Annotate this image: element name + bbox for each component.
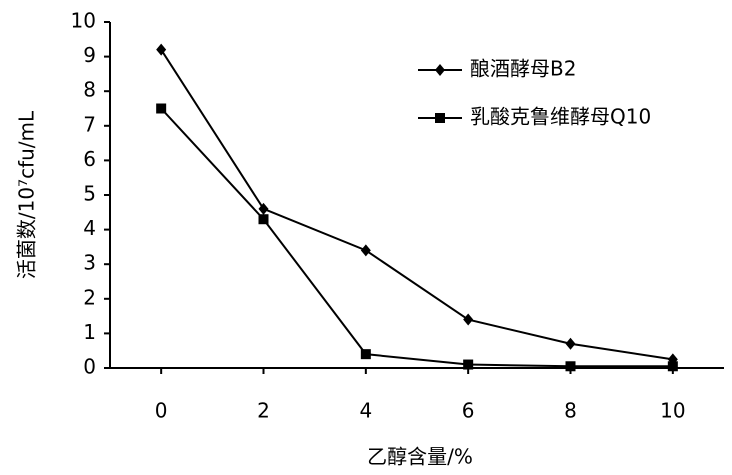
legend-marker <box>435 113 445 123</box>
marker <box>463 359 474 370</box>
marker <box>360 244 371 257</box>
x-tick-label: 8 <box>564 399 577 423</box>
marker <box>360 349 371 360</box>
marker <box>258 214 269 225</box>
marker <box>565 361 576 372</box>
marker <box>565 337 576 350</box>
y-tick-label: 9 <box>83 43 96 67</box>
marker <box>156 43 167 56</box>
marker <box>463 313 474 326</box>
y-tick-label: 0 <box>83 355 96 379</box>
x-tick-label: 4 <box>359 399 372 423</box>
y-tick-label: 2 <box>83 285 96 309</box>
series-line <box>160 107 673 368</box>
y-axis-label: 活菌数/10⁷cfu/mL <box>15 110 39 279</box>
x-tick-label: 6 <box>462 399 475 423</box>
legend-label: 酿酒酵母B2 <box>470 57 576 81</box>
y-tick-label: 1 <box>83 320 96 344</box>
y-tick-label: 3 <box>83 251 96 275</box>
y-tick-label: 5 <box>83 182 96 206</box>
legend-label: 乳酸克鲁维酵母Q10 <box>470 105 651 129</box>
y-tick-label: 7 <box>83 112 96 136</box>
marker <box>156 103 167 114</box>
y-tick-label: 6 <box>83 147 96 171</box>
y-tick-label: 4 <box>83 216 96 240</box>
series-line <box>160 49 673 361</box>
y-tick-label: 8 <box>83 78 96 102</box>
marker <box>258 202 269 215</box>
x-axis-label: 乙醇含量/% <box>367 445 473 469</box>
x-tick-label: 0 <box>155 399 168 423</box>
x-tick-label: 2 <box>257 399 270 423</box>
marker <box>667 361 678 372</box>
y-tick-label: 10 <box>71 9 96 33</box>
x-tick-label: 10 <box>660 399 685 423</box>
legend-marker <box>435 64 445 76</box>
